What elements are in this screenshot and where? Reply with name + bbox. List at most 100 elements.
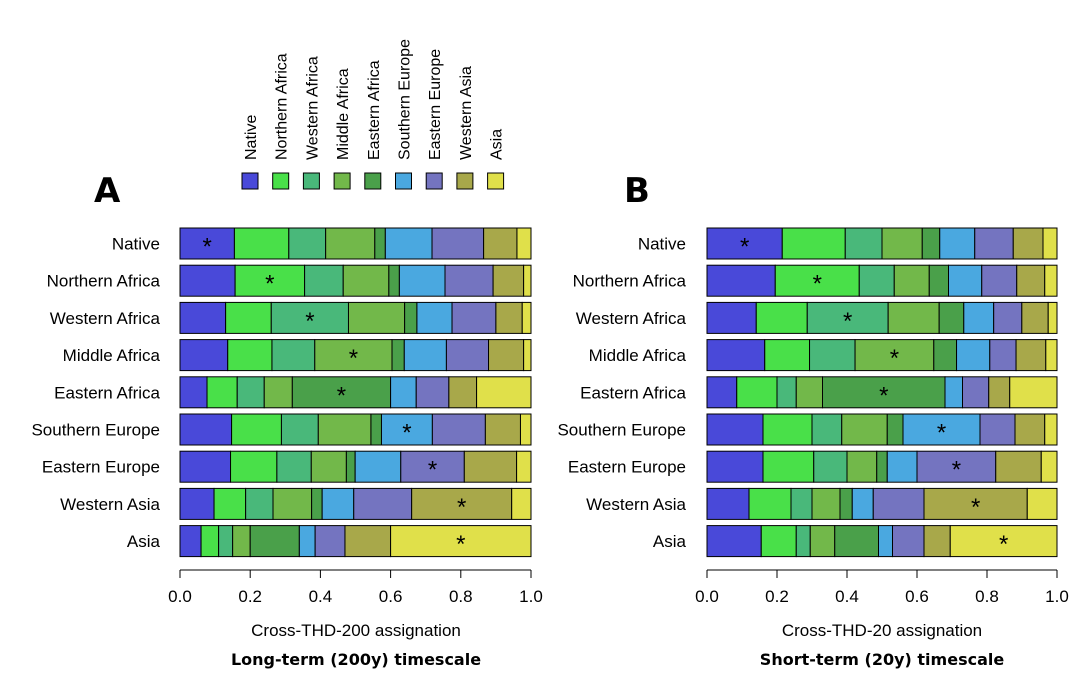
legend-swatch-western-africa [302, 172, 320, 190]
panel-b-row-label-asia: Asia [653, 532, 687, 551]
panel-b-tick-label: 1.0 [1045, 587, 1069, 606]
panel-b-bar-middle-africa-eastern-europe [989, 339, 1017, 372]
panel-a-bar-western-africa-western-asia [495, 301, 523, 334]
panel-a-bar-southern-europe-eastern-africa [370, 413, 382, 446]
panel-a-bar-western-africa-eastern-africa [404, 301, 418, 334]
legend-label-western-africa: Western Africa [304, 56, 321, 160]
panel-b-bar-northern-africa-native [706, 264, 776, 297]
panel-b-bar-middle-africa-northern-africa [764, 339, 811, 372]
panel-a-asterisk-eastern-europe: * [428, 457, 437, 484]
panel-a-bar-western-asia-western-asia [411, 487, 513, 520]
panel-b-bar-eastern-africa-western-africa [776, 376, 797, 409]
panel-a-row-label-eastern-africa: Eastern Africa [54, 383, 160, 402]
panel-b-asterisk-southern-europe: * [937, 420, 946, 447]
panel-a-bar-western-africa-eastern-europe [451, 301, 497, 334]
panel-a-bar-middle-africa-northern-africa [227, 339, 273, 372]
panel-a-bar-northern-africa-northern-africa [234, 264, 306, 297]
panel-a-caption: Long-term (200y) timescale [231, 650, 481, 669]
panel-b-bar-eastern-africa-asia [1009, 376, 1058, 409]
panel-a-bar-northern-africa-asia [523, 264, 532, 297]
panel-a-row-label-western-africa: Western Africa [50, 309, 161, 328]
panel-a-bar-eastern-africa-northern-africa [206, 376, 238, 409]
panel-a-bar-native-native [179, 227, 235, 260]
panel-a-bar-eastern-africa-native [179, 376, 208, 409]
panel-b-asterisk-eastern-europe: * [952, 457, 961, 484]
panel-b-bar-middle-africa-native [706, 339, 766, 372]
panel-b-bar-western-asia-native [706, 487, 750, 520]
panel-b-bar-western-asia-eastern-europe [872, 487, 925, 520]
panel-a-bar-eastern-europe-middle-africa [310, 450, 347, 483]
panel-a-bar-western-asia-native [179, 487, 215, 520]
panel-a-bar-western-africa-native [179, 301, 227, 334]
panel-a-bar-southern-europe-asia [519, 413, 532, 446]
panel-b-asterisk-middle-africa: * [890, 345, 899, 372]
panel-a-letter: A [94, 171, 121, 211]
panel-a-bar-western-asia-eastern-europe [353, 487, 413, 520]
panel-a-bar-asia-western-asia [344, 525, 392, 558]
panel-b-asterisk-western-asia: * [971, 494, 980, 521]
panel-a-x-axis: 0.0 0.2 0.4 0.6 0.8 1.0 [168, 569, 543, 606]
panel-b-bar-southern-europe-eastern-africa [886, 413, 904, 446]
panel-b-bar-western-africa-northern-africa [755, 301, 808, 334]
panel-b-bar-eastern-europe-asia [1040, 450, 1058, 483]
panel-b-bar-middle-africa-eastern-africa [933, 339, 958, 372]
panel-a-bar-asia-middle-africa [232, 525, 251, 558]
panel-b-bar-eastern-africa-western-asia [988, 376, 1011, 409]
panel-a-bar-eastern-europe-western-africa [276, 450, 312, 483]
legend-swatch-native [241, 172, 259, 190]
panel-a-bar-eastern-africa-middle-africa [263, 376, 293, 409]
legend-swatch-asia [487, 172, 505, 190]
panel-a-bar-middle-africa-native [179, 339, 229, 372]
panel-a-bar-western-asia-asia [511, 487, 532, 520]
panel-a-bar-asia-native [179, 525, 202, 558]
panel-b-bar-asia-eastern-africa [834, 525, 879, 558]
panel-a-bar-asia-southern-europe [298, 525, 316, 558]
panel-b-asterisk-native: * [740, 234, 749, 261]
panel-b-bar-southern-europe-eastern-europe [979, 413, 1016, 446]
panel-a: A Native * Northern Africa * Western Africa *… [31, 171, 542, 669]
panel-b-bar-native-asia [1042, 227, 1058, 260]
panel-b-bar-western-asia-eastern-africa [839, 487, 853, 520]
panel-a-bar-western-asia-middle-africa [272, 487, 313, 520]
panel-b-tick-label: 0.8 [975, 587, 999, 606]
panel-a-bar-eastern-africa-western-africa [236, 376, 265, 409]
panel-a-tick-label: 1.0 [519, 587, 543, 606]
panel-b-bar-eastern-europe-western-africa [813, 450, 848, 483]
legend-label-asia: Asia [489, 129, 506, 160]
panel-a-bar-native-southern-europe [384, 227, 433, 260]
panel-b-tick-label: 0.6 [905, 587, 929, 606]
panel-a-bar-asia-asia [390, 525, 532, 558]
panel-b-bar-eastern-europe-southern-europe [886, 450, 918, 483]
panel-a-asterisk-western-asia: * [457, 494, 466, 521]
panel-a-bar-native-middle-africa [325, 227, 376, 260]
panel-a-bar-northern-africa-western-asia [492, 264, 525, 297]
panel-b-bar-eastern-europe-eastern-africa [876, 450, 888, 483]
panel-b-tick-label: 0.4 [835, 587, 859, 606]
panel-a-bar-western-africa-western-africa [270, 301, 349, 334]
panel-a-bar-eastern-europe-eastern-europe [400, 450, 465, 483]
panel-b-bar-western-africa-southern-europe [963, 301, 995, 334]
panel-b-bar-asia-native [706, 525, 762, 558]
panel-a-tick-label: 0.6 [379, 587, 403, 606]
panel-b-bar-western-asia-western-asia [923, 487, 1028, 520]
panel-b-row-label-northern-africa: Northern Africa [573, 272, 687, 291]
panel-a-bar-eastern-europe-native [179, 450, 232, 483]
panel-a-bar-eastern-africa-southern-europe [390, 376, 417, 409]
panel-b-bar-native-southern-europe [939, 227, 976, 260]
panel-b-bar-middle-africa-western-asia [1015, 339, 1047, 372]
legend-swatch-northern-africa [272, 172, 290, 190]
legend-label-northern-africa: Northern Africa [274, 53, 291, 160]
panel-a-bar-eastern-europe-western-asia [463, 450, 518, 483]
panel-b-row-label-native: Native [638, 235, 686, 254]
panel-b-bar-eastern-africa-northern-africa [736, 376, 778, 409]
panel-a-bar-western-africa-middle-africa [347, 301, 406, 334]
panel-b-row-label-eastern-europe: Eastern Europe [568, 458, 686, 477]
panel-b-bar-asia-asia [949, 525, 1058, 558]
panel-b-bar-northern-africa-asia [1044, 264, 1058, 297]
panel-b-bar-northern-africa-western-africa [858, 264, 895, 297]
panel-a-tick-label: 0.0 [168, 587, 192, 606]
panel-a-bar-southern-europe-southern-europe [380, 413, 433, 446]
panel-a-bar-northern-africa-southern-europe [398, 264, 446, 297]
panel-b-bar-western-africa-eastern-europe [993, 301, 1023, 334]
panel-b-bar-native-eastern-europe [974, 227, 1014, 260]
